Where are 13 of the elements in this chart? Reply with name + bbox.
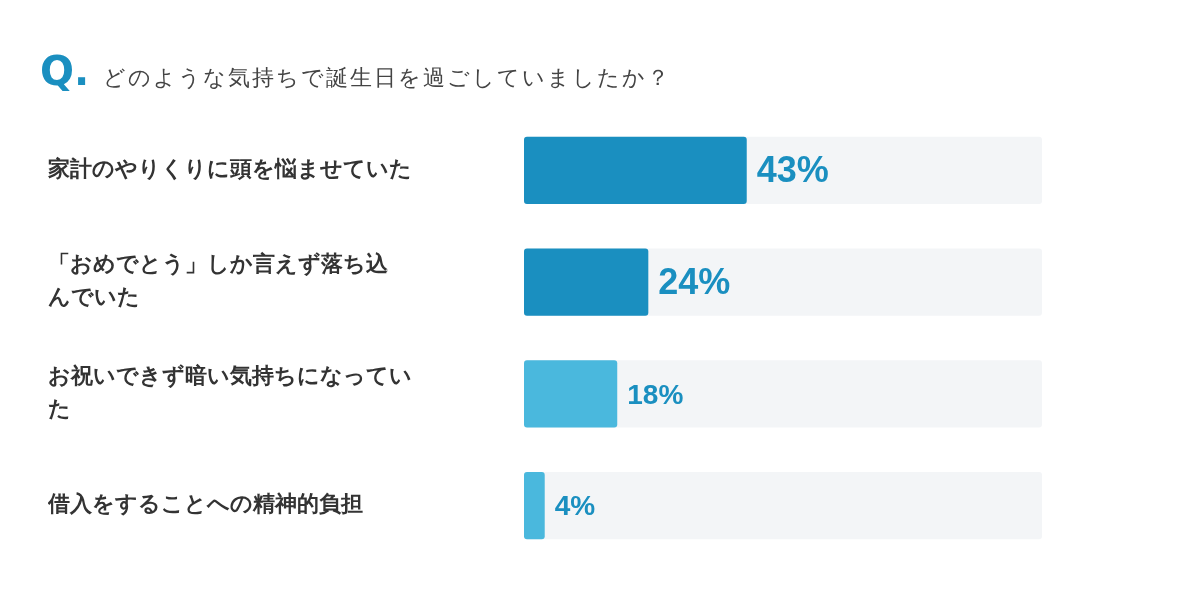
- y-tick-label: 「おめでとう」しか言えず落ち込んでいた: [48, 251, 389, 310]
- y-tick-label: 家計のやりくりに頭を悩ませていた: [47, 156, 412, 182]
- bar: [524, 472, 545, 540]
- data-label: 43%: [756, 149, 829, 191]
- bar: [524, 360, 618, 428]
- y-tick-label: 借入をすることへの精神的負担: [47, 491, 363, 517]
- bar: [524, 248, 649, 316]
- y-tick-label: お祝いできず暗い気持ちになっていた: [48, 363, 412, 422]
- chart-title: どのような気持ちで誕生日を過ごしていましたか？: [103, 64, 672, 92]
- data-label: 18%: [627, 378, 684, 410]
- data-label: 4%: [554, 490, 596, 522]
- data-label: 24%: [658, 261, 731, 303]
- text: Q.: [40, 48, 90, 94]
